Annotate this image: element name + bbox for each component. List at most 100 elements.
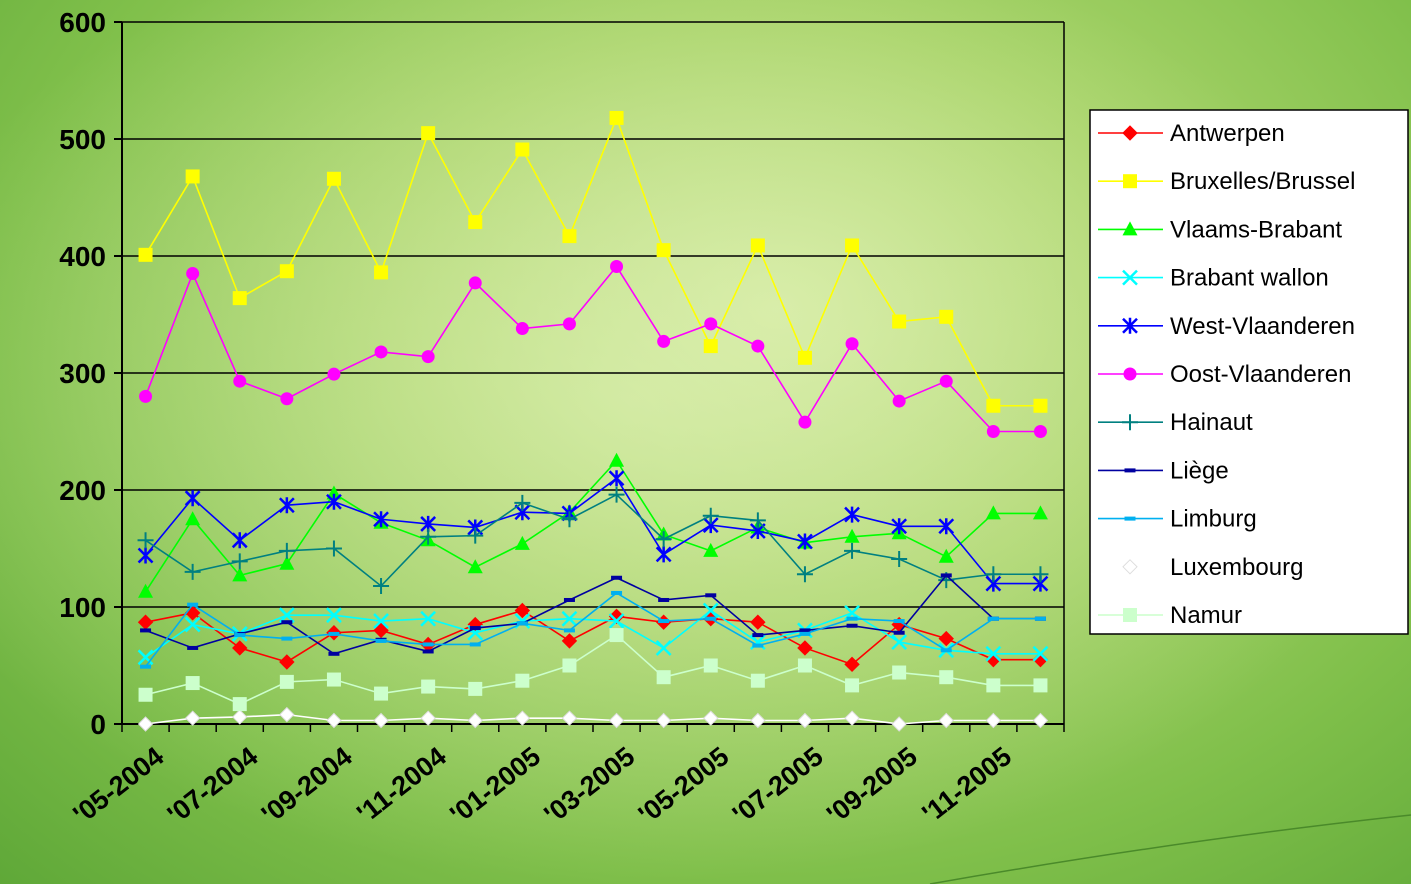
data-point — [750, 614, 766, 630]
data-point — [750, 238, 765, 253]
legend-label: Luxembourg — [1170, 554, 1303, 581]
data-point — [1032, 712, 1049, 729]
decorative-swoosh — [929, 814, 1411, 884]
y-tick-label: 600 — [59, 7, 106, 38]
data-point — [611, 575, 623, 580]
data-point — [797, 658, 812, 673]
data-point — [139, 389, 153, 403]
data-point — [752, 643, 764, 648]
data-point — [797, 533, 813, 550]
data-point — [658, 597, 670, 602]
data-point — [608, 608, 625, 625]
series-namur — [138, 628, 1048, 712]
data-point — [279, 654, 295, 670]
data-point — [422, 642, 434, 647]
data-point — [844, 542, 861, 559]
series-line — [145, 713, 1041, 725]
data-point — [702, 507, 719, 524]
data-point — [326, 607, 342, 624]
data-point — [374, 265, 389, 280]
legend-label: Antwerpen — [1170, 120, 1285, 147]
legend-marker — [1122, 317, 1138, 334]
data-point — [893, 619, 905, 624]
data-point — [705, 593, 717, 598]
data-point — [750, 673, 765, 688]
data-point — [279, 706, 295, 723]
data-point — [985, 645, 1002, 662]
data-point — [749, 512, 766, 529]
legend-label: Bruxelles/Brussel — [1170, 168, 1355, 195]
data-point — [609, 628, 624, 643]
data-point — [137, 547, 154, 564]
data-point — [892, 314, 907, 329]
data-point — [563, 597, 575, 602]
data-point — [940, 573, 952, 578]
y-tick-label: 400 — [59, 241, 106, 272]
y-tick-label: 200 — [59, 475, 106, 506]
data-point — [185, 676, 200, 691]
data-point — [655, 640, 672, 656]
data-point — [796, 566, 813, 583]
data-point — [231, 532, 248, 549]
data-point — [232, 640, 248, 656]
legend-item: Limburg — [1098, 506, 1257, 533]
data-point — [373, 511, 389, 528]
legend-marker — [1122, 559, 1138, 575]
data-point — [325, 540, 342, 557]
data-point — [797, 712, 813, 729]
data-point — [938, 518, 955, 535]
legend-label: Vlaams-Brabant — [1170, 216, 1342, 243]
data-point — [281, 636, 293, 641]
data-point — [561, 610, 578, 627]
legend-marker — [1124, 468, 1136, 473]
data-point — [985, 505, 1001, 520]
data-point — [703, 710, 719, 726]
data-point — [232, 709, 248, 725]
data-point — [986, 398, 1001, 413]
data-point — [939, 670, 954, 685]
data-point — [234, 633, 246, 638]
data-point — [138, 583, 154, 598]
data-point — [328, 651, 340, 656]
data-point — [704, 317, 718, 331]
data-point — [655, 546, 672, 563]
data-point — [844, 710, 860, 726]
series-west-vlaanderen — [137, 470, 1049, 592]
data-point — [844, 528, 860, 543]
data-point — [797, 640, 813, 656]
data-point — [892, 394, 906, 408]
series-line — [145, 634, 1041, 705]
series-line — [144, 591, 1041, 668]
data-point — [515, 322, 529, 336]
data-point — [610, 260, 624, 274]
data-point — [1033, 678, 1048, 693]
legend-label: Hainaut — [1170, 409, 1253, 436]
data-point — [985, 712, 1002, 729]
data-point — [798, 415, 812, 429]
data-point — [280, 392, 294, 406]
data-point — [656, 670, 671, 685]
data-point — [845, 238, 860, 253]
data-point — [140, 664, 152, 669]
data-point — [561, 710, 578, 726]
data-point — [467, 559, 483, 574]
data-point — [281, 620, 293, 625]
data-point — [232, 697, 247, 712]
data-point — [611, 590, 623, 595]
data-point — [1034, 616, 1046, 621]
legend-item: Hainaut — [1098, 409, 1253, 436]
data-point — [184, 710, 201, 726]
data-point — [514, 494, 531, 511]
data-point — [752, 633, 764, 638]
data-point — [137, 532, 154, 549]
data-point — [939, 309, 954, 324]
data-point — [373, 622, 389, 639]
data-point — [375, 638, 387, 643]
data-point — [467, 527, 484, 544]
data-point — [278, 607, 295, 624]
data-point — [421, 126, 436, 141]
data-point — [891, 716, 907, 732]
series-limburg — [140, 590, 1046, 669]
legend-marker — [1122, 269, 1138, 286]
